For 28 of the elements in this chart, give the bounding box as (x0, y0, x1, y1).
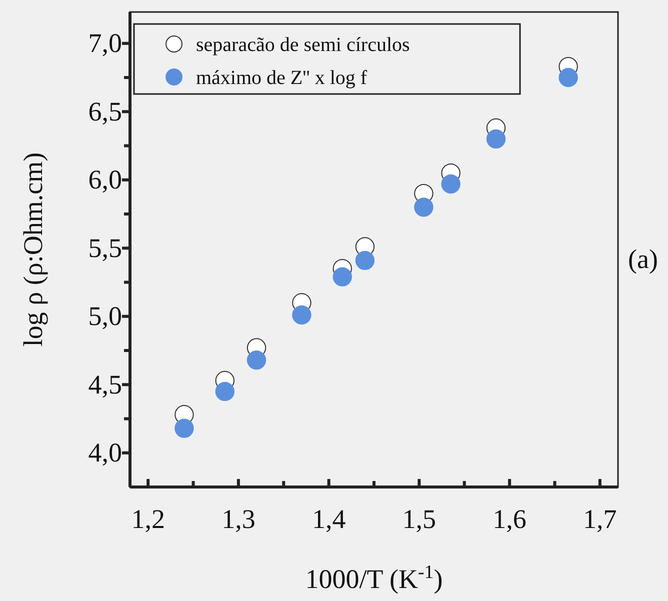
point (292, 305, 312, 325)
x-tick-label: 1,2 (131, 504, 165, 534)
point (355, 250, 375, 270)
x-axis-title: 1000/T (K$^{-1}$) (305, 562, 443, 594)
legend-label: máximo de Z'' x log f (196, 67, 368, 89)
y-tick-label: 6,0 (88, 164, 122, 195)
y-tick-label: 5,5 (88, 232, 122, 263)
point (558, 68, 578, 88)
x-tick-label: 1,5 (402, 504, 436, 534)
point (414, 198, 434, 217)
text: (a) (628, 244, 658, 274)
legend-label: separacão de semi círculos (196, 34, 410, 56)
y-tick-label: 5,0 (88, 301, 122, 332)
y-axis-title: log ρ (ρ:Ohm.cm) (18, 152, 48, 347)
x-tick-label: 1,7 (583, 504, 617, 534)
y-tick-label: 4,0 (88, 438, 122, 468)
x-tick-label: 1,4 (312, 504, 346, 534)
x-tick-label: 1,6 (492, 504, 526, 534)
point (441, 174, 460, 194)
point (174, 418, 194, 438)
point (215, 382, 234, 402)
x-tick-label: 1,3 (222, 504, 256, 534)
y-tick-label: 6,5 (88, 96, 122, 126)
point (332, 267, 352, 286)
y-tick-label: 4,5 (88, 369, 122, 400)
point (486, 129, 506, 149)
y-tick-label: 7,0 (88, 28, 122, 58)
point (246, 350, 266, 370)
